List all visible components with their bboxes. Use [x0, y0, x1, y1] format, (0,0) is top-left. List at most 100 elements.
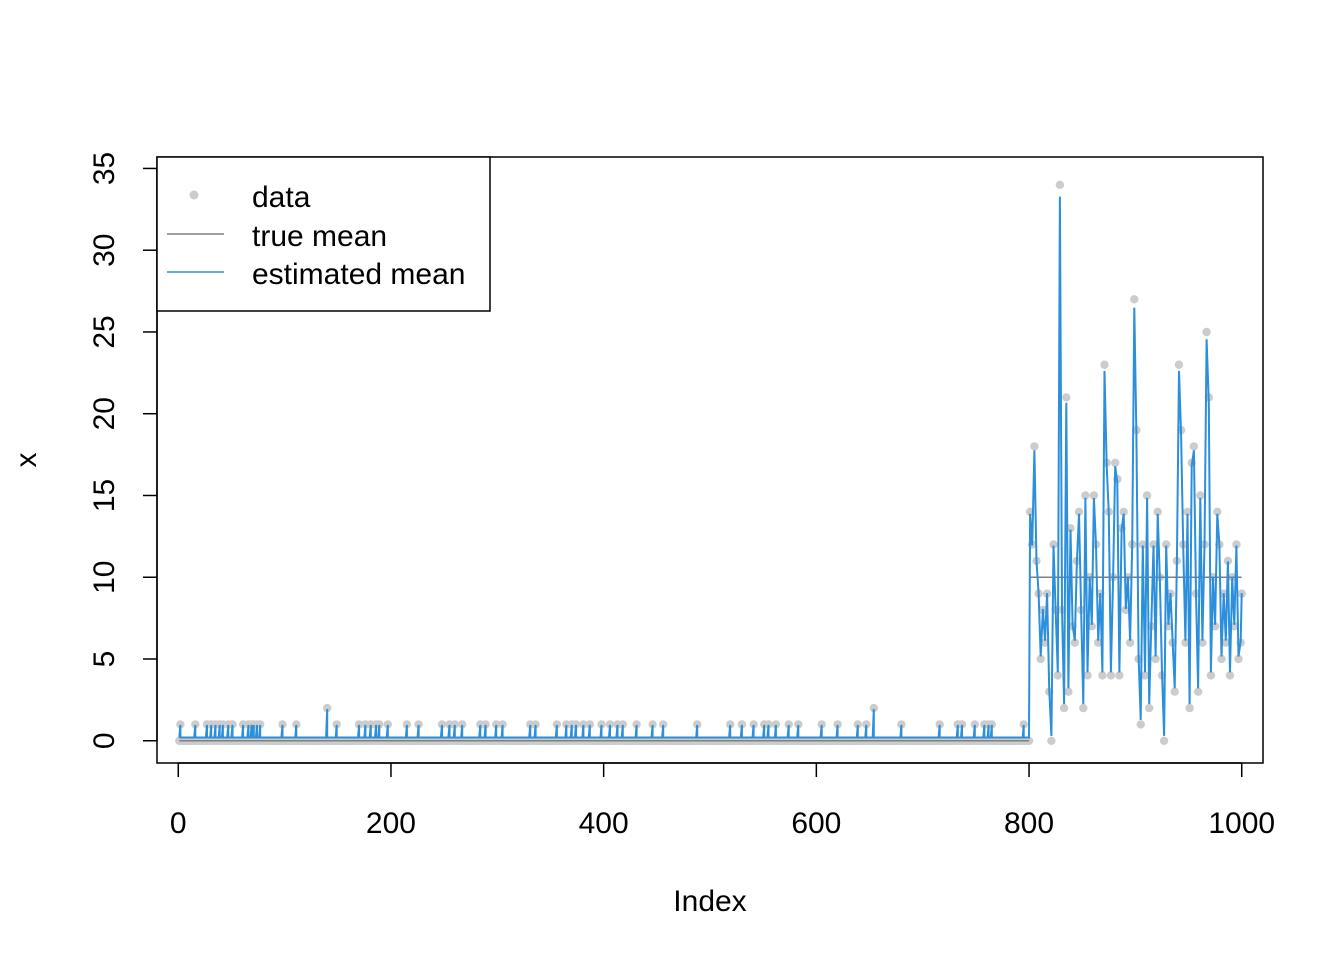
data-point [531, 720, 540, 729]
legend-label-estimated-mean: estimated mean [252, 258, 465, 291]
data-point [1106, 671, 1116, 680]
data-point [618, 720, 627, 729]
data-point [383, 720, 392, 729]
data-point [1121, 605, 1131, 615]
data-point [1030, 442, 1039, 451]
data-point [1234, 654, 1243, 664]
data-point [191, 720, 200, 729]
data-point [817, 720, 826, 729]
data-point [869, 703, 878, 713]
data-point [784, 720, 793, 729]
data-point [1111, 458, 1120, 467]
data-point [1119, 507, 1128, 516]
data-point [1136, 720, 1145, 729]
data-point [1059, 703, 1069, 713]
data-point [737, 720, 747, 729]
data-point [1066, 524, 1075, 533]
data-point [437, 720, 447, 729]
data-point [1019, 720, 1028, 729]
data-point [749, 720, 758, 729]
data-point [1196, 491, 1205, 500]
data-point [1221, 638, 1231, 647]
data-point [1049, 540, 1058, 549]
data-point [1125, 638, 1135, 647]
data-point [450, 720, 459, 729]
data-point [1185, 703, 1194, 713]
y-tick-label: 5 [88, 651, 121, 668]
data-point [648, 720, 657, 729]
data-point [278, 720, 287, 729]
data-point [1170, 687, 1179, 696]
data-point [862, 720, 871, 729]
data-point [1115, 671, 1124, 680]
data-point [323, 703, 332, 713]
data-point [597, 720, 606, 729]
estimated-mean-line [178, 196, 1243, 739]
data-point [1083, 671, 1092, 680]
data-point [632, 720, 641, 729]
data-point [1223, 556, 1233, 566]
data-point [659, 720, 668, 729]
data-point [970, 720, 979, 729]
data-point [764, 720, 773, 729]
x-tick-label: 400 [579, 807, 629, 840]
x-tick-label: 0 [170, 807, 187, 840]
y-axis-title: x [10, 453, 43, 468]
legend-data-marker [189, 190, 199, 200]
data-point [1210, 622, 1220, 631]
data-point [1062, 393, 1071, 402]
data-point [1193, 687, 1203, 696]
data-point [1081, 491, 1090, 500]
data-point [292, 720, 301, 729]
data-point [1174, 360, 1184, 369]
data-point [1087, 622, 1097, 631]
data-point [957, 720, 967, 729]
data-point [935, 720, 944, 729]
data-point [498, 720, 507, 729]
data-point [176, 720, 185, 729]
data-point [1100, 360, 1109, 369]
data-point [1213, 507, 1222, 516]
data-point [1142, 491, 1152, 500]
legend-label-data: data [252, 181, 311, 214]
data-point [402, 720, 412, 729]
data-point [1159, 736, 1169, 745]
data-point [571, 720, 581, 729]
data-point [332, 720, 341, 729]
data-point [1094, 638, 1103, 647]
data-point [1070, 638, 1080, 647]
data-point [1064, 687, 1073, 696]
data-marks [175, 180, 1246, 745]
data-point [897, 720, 906, 729]
data-point [833, 720, 842, 729]
data-point [1149, 540, 1158, 549]
data-point [458, 720, 467, 729]
data-point [726, 720, 735, 729]
data-point [1047, 736, 1056, 745]
data-point [1053, 671, 1063, 680]
x-tick-label: 600 [791, 807, 841, 840]
data-point [256, 720, 265, 729]
data-point [1198, 638, 1207, 647]
legend: data true mean estimated mean [156, 156, 491, 312]
y-tick-label: 20 [88, 397, 121, 430]
data-point [987, 720, 996, 729]
data-point [375, 720, 384, 729]
data-point [1217, 654, 1226, 664]
data-point [579, 720, 588, 729]
x-axis-title: Index [673, 885, 746, 918]
data-point [492, 720, 501, 729]
data-point [771, 720, 781, 729]
data-point [1138, 540, 1148, 549]
data-point [1089, 491, 1099, 500]
y-tick-label: 25 [88, 315, 121, 348]
data-point [414, 720, 423, 729]
y-tick-label: 30 [88, 234, 121, 267]
data-point [1040, 638, 1050, 647]
data-point [228, 720, 237, 729]
data-point [1151, 654, 1160, 664]
data-point [585, 720, 594, 729]
data-point [1079, 703, 1088, 713]
y-tick-label: 10 [88, 561, 121, 594]
